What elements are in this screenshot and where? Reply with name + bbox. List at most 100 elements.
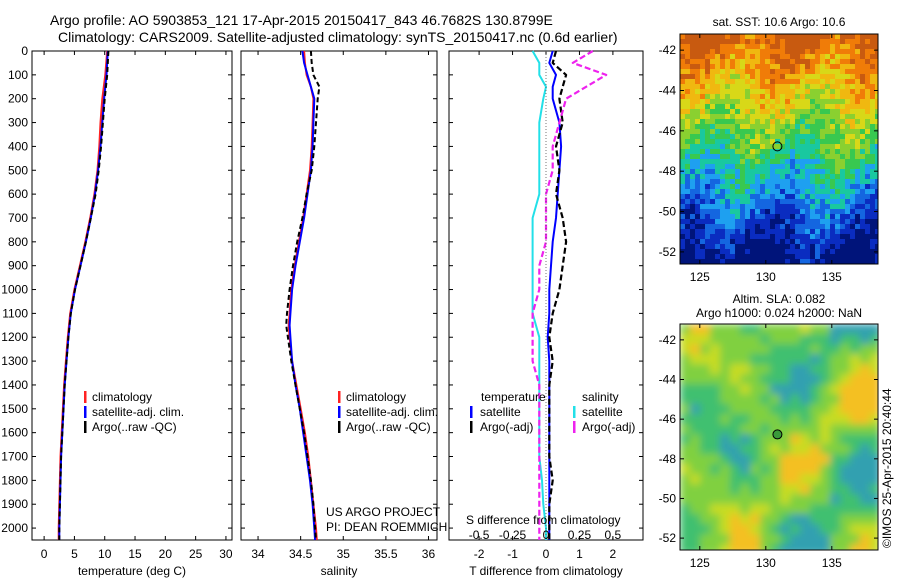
map-cell <box>740 239 746 245</box>
map-cell <box>680 89 686 95</box>
map-cell <box>725 124 731 130</box>
map-cell <box>740 434 751 445</box>
map-cell <box>870 129 876 135</box>
map-cell <box>850 464 861 475</box>
depth-tick-label: 1000 <box>1 283 28 297</box>
map-cell <box>685 44 691 50</box>
map-cell <box>810 444 821 455</box>
lat-tick-label: -48 <box>659 452 677 466</box>
map-cell <box>765 199 771 205</box>
map-cell <box>875 124 878 130</box>
map-cell <box>790 254 796 260</box>
map-cell <box>800 334 811 345</box>
map-cell <box>860 534 871 545</box>
map-cell <box>790 354 801 365</box>
map-cell <box>815 84 821 90</box>
map-cell <box>800 199 806 205</box>
map-cell <box>685 169 691 175</box>
map-cell <box>770 424 781 435</box>
map-cell <box>780 239 786 245</box>
map-cell <box>820 84 826 90</box>
map-cell <box>685 129 691 135</box>
map-cell <box>695 59 701 65</box>
map-cell <box>695 129 701 135</box>
map-cell <box>810 334 821 345</box>
map-cell <box>750 139 756 145</box>
map-cell <box>740 224 746 230</box>
map-cell <box>700 99 706 105</box>
map-cell <box>715 234 721 240</box>
map-cell <box>730 544 741 550</box>
map-cell <box>760 59 766 65</box>
map-cell <box>730 484 741 495</box>
map-cell <box>760 404 771 415</box>
map-cell <box>725 44 731 50</box>
map-cell <box>770 154 776 160</box>
map-cell <box>795 244 801 250</box>
map-cell <box>720 149 726 155</box>
map-cell <box>710 444 721 455</box>
map-cell <box>715 99 721 105</box>
map-cell <box>830 534 841 545</box>
map-cell <box>785 54 791 60</box>
map-cell <box>720 69 726 75</box>
map-cell <box>680 94 686 100</box>
map-cell <box>745 174 751 180</box>
map-cell <box>860 119 866 125</box>
map-cell <box>790 119 796 125</box>
map-cell <box>875 129 878 135</box>
map-cell <box>775 189 781 195</box>
map-cell <box>730 59 736 65</box>
map-cell <box>810 219 816 225</box>
map-cell <box>840 254 846 260</box>
map-cell <box>775 89 781 95</box>
map-cell <box>700 114 706 120</box>
map-cell <box>730 239 736 245</box>
map-cell <box>770 109 776 115</box>
map-cell <box>795 129 801 135</box>
map-cell <box>875 154 878 160</box>
map-cell <box>830 39 836 45</box>
map-cell <box>850 514 861 525</box>
map-cell <box>750 74 756 80</box>
map-cell <box>770 94 776 100</box>
map-cell <box>695 224 701 230</box>
map-cell <box>790 344 801 355</box>
map-cell <box>825 49 831 55</box>
map-cell <box>685 119 691 125</box>
map-cell <box>730 524 741 535</box>
map-cell <box>800 44 806 50</box>
map-cell <box>820 164 826 170</box>
map-cell <box>830 169 836 175</box>
legend-swatch <box>84 391 87 403</box>
map-cell <box>785 39 791 45</box>
map-cell <box>790 124 796 130</box>
map-cell <box>815 229 821 235</box>
map-cell <box>820 184 826 190</box>
map-cell <box>785 189 791 195</box>
map-cell <box>760 179 766 185</box>
map-cell <box>690 94 696 100</box>
map-cell <box>755 154 761 160</box>
map-cell <box>715 214 721 220</box>
map-cell <box>855 249 861 255</box>
map-cell <box>695 254 701 260</box>
map-cell <box>805 184 811 190</box>
map-cell <box>760 104 766 110</box>
map-cell <box>740 114 746 120</box>
map-cell <box>700 384 711 395</box>
map-cell <box>760 154 766 160</box>
map-cell <box>745 214 751 220</box>
map-cell <box>705 89 711 95</box>
map-cell <box>820 209 826 215</box>
lat-tick-label: -44 <box>659 83 677 97</box>
map-cell <box>750 159 756 165</box>
map-cell <box>750 464 761 475</box>
map-cell <box>870 34 876 40</box>
map-cell <box>795 159 801 165</box>
map-cell <box>845 94 851 100</box>
map-cell <box>850 139 856 145</box>
map-cell <box>830 184 836 190</box>
map-cell <box>795 119 801 125</box>
map-cell <box>690 89 696 95</box>
